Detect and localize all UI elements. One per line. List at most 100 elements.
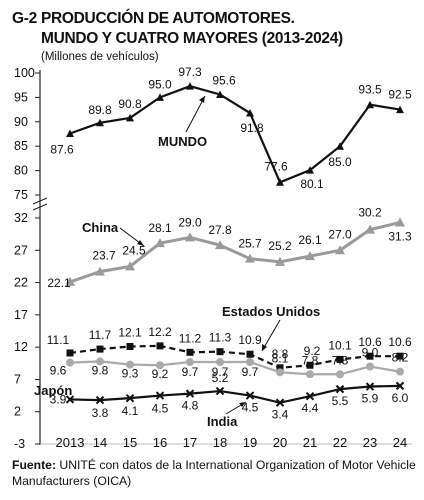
data-label-india: 5.9 xyxy=(362,392,379,406)
data-label-china: 26.1 xyxy=(298,233,322,247)
point-india xyxy=(185,389,195,398)
chart-title-line2: MUNDO Y CUATRO MAYORES (2013-2024) xyxy=(41,30,343,48)
point-mundo xyxy=(126,113,134,122)
point-japon xyxy=(276,368,284,377)
annotation-arrow-mundo xyxy=(185,95,206,133)
x-tick-label: 15 xyxy=(123,435,137,450)
x-tick-label: 17 xyxy=(183,435,197,450)
y-tick-label-top: 95 xyxy=(14,90,28,104)
data-label-mundo: 85.0 xyxy=(328,155,352,169)
x-tick-label: 16 xyxy=(153,435,167,450)
y-tick-label-top: 90 xyxy=(14,115,28,129)
point-us xyxy=(246,350,254,358)
data-label-mundo: 92.5 xyxy=(388,88,412,102)
data-label-china: 27.8 xyxy=(208,223,232,237)
point-china xyxy=(185,232,195,242)
data-label-india: 3.9 xyxy=(50,392,67,406)
chart-source: Fuente: UNITÉ con datos de la Internatio… xyxy=(12,457,416,489)
series-name-india: India xyxy=(207,414,238,429)
series-name-mundo: MUNDO xyxy=(158,134,207,149)
data-label-china: 25.2 xyxy=(268,239,292,253)
data-label-china: 27.0 xyxy=(328,227,352,241)
data-label-us: 10.6 xyxy=(358,335,382,349)
arrowhead-us xyxy=(262,344,267,351)
data-label-mundo: 91.8 xyxy=(240,121,264,135)
arrowhead-india xyxy=(239,402,246,407)
point-china xyxy=(395,217,405,227)
data-label-japon: 7.8 xyxy=(302,353,319,367)
series-line-us xyxy=(69,344,400,369)
data-label-india: 4.5 xyxy=(242,401,259,415)
point-us xyxy=(156,342,164,350)
series-line-india xyxy=(69,384,401,404)
point-us xyxy=(216,348,224,356)
arrowhead-mundo xyxy=(199,96,205,103)
point-china xyxy=(65,276,75,286)
data-label-us: 12.2 xyxy=(148,325,172,339)
data-label-china: 25.7 xyxy=(238,237,262,251)
data-label-mundo: 77.6 xyxy=(264,159,288,173)
data-label-china: 31.3 xyxy=(388,230,412,244)
data-label-india: 6.0 xyxy=(392,391,409,405)
data-label-japon: 9.7 xyxy=(212,365,229,379)
data-label-india: 5.2 xyxy=(212,371,229,385)
data-label-india: 4.1 xyxy=(122,404,139,418)
x-tick-label: 19 xyxy=(243,435,257,450)
point-us xyxy=(336,355,344,363)
data-label-japon: 7.8 xyxy=(332,353,349,367)
data-label-mundo: 97.3 xyxy=(178,65,202,79)
x-tick-label: 22 xyxy=(333,435,347,450)
y-tick-label-bottom: 27 xyxy=(14,243,28,257)
point-mundo xyxy=(306,166,314,174)
point-india xyxy=(275,398,285,407)
y-tick-label-top: 75 xyxy=(14,188,28,202)
point-china xyxy=(335,245,345,255)
axis-break-mark xyxy=(32,197,48,211)
point-india xyxy=(245,391,255,400)
point-us xyxy=(126,342,134,350)
data-label-mundo: 87.6 xyxy=(50,143,74,157)
chart-title-text-2: MUNDO Y CUATRO MAYORES (2013-2024) xyxy=(41,30,343,47)
data-label-japon: 9.2 xyxy=(152,367,169,381)
series-name-us: Estados Unidos xyxy=(222,304,320,319)
data-label-us: 10.9 xyxy=(238,333,262,347)
y-tick-label-bottom: 2 xyxy=(14,405,21,419)
data-label-india: 3.8 xyxy=(92,406,109,420)
point-mundo xyxy=(156,93,164,101)
x-tick-label: 2013 xyxy=(56,435,85,450)
point-japon xyxy=(66,358,74,367)
data-label-china: 22.1 xyxy=(47,276,71,290)
point-india xyxy=(125,393,135,403)
y-tick-label-top: 100 xyxy=(14,66,35,80)
point-mundo xyxy=(186,82,194,90)
y-tick-label-top: 85 xyxy=(14,139,28,153)
data-label-us: 10.1 xyxy=(328,338,352,352)
data-label-india: 3.4 xyxy=(272,408,289,422)
point-japon xyxy=(306,370,314,379)
arrowhead-china xyxy=(137,240,144,246)
point-india xyxy=(305,392,315,401)
point-china xyxy=(365,224,375,234)
data-label-mundo: 95.0 xyxy=(148,77,172,91)
data-label-japon: 9.7 xyxy=(182,365,199,379)
data-label-mundo: 95.6 xyxy=(212,73,236,87)
point-japon xyxy=(96,357,104,366)
point-japon xyxy=(396,367,404,376)
data-label-japon: 9.3 xyxy=(122,367,139,381)
chart-subtitle: (Millones de vehículos) xyxy=(41,51,159,63)
point-us xyxy=(366,352,374,360)
x-tick-label: 14 xyxy=(93,435,107,450)
data-label-mundo: 93.5 xyxy=(358,83,382,97)
point-japon xyxy=(126,360,134,369)
point-japon xyxy=(216,357,224,366)
point-china xyxy=(215,240,225,250)
data-label-mundo: 80.1 xyxy=(300,177,324,191)
series-name-china: China xyxy=(82,220,119,235)
chart-code: G-2 xyxy=(12,10,37,27)
chart-title-text: PRODUCCIÓN DE AUTOMOTORES. xyxy=(40,10,295,27)
point-china xyxy=(95,266,105,276)
data-label-us: 11.1 xyxy=(47,333,70,347)
data-label-us: 10.6 xyxy=(388,335,412,349)
data-label-us: 8.8 xyxy=(272,347,289,361)
